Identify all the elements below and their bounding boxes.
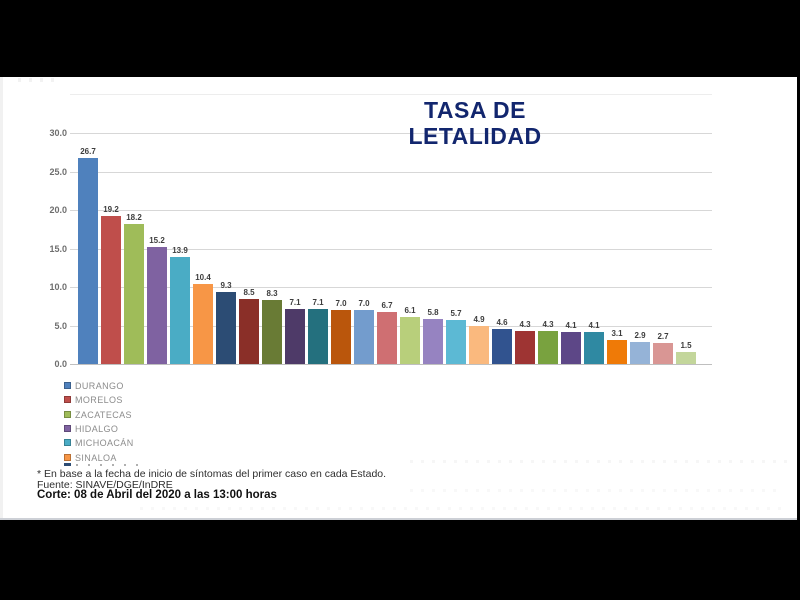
bar [538,331,558,364]
bar [285,309,305,364]
bar [377,312,397,364]
bar-value-label: 5.7 [450,309,462,318]
bar-value-label: 10.4 [195,273,211,282]
bar-value-label: 26.7 [80,147,96,156]
legend-label: MORELOS [75,395,123,406]
bar-value-label: 7.0 [358,299,370,308]
bar-value-label: 4.6 [496,318,508,327]
bar [354,310,374,364]
gridline-25.0 [70,172,712,173]
footnote-text: * En base a la fecha de inicio de síntom… [37,468,387,480]
bar-value-label: 7.0 [335,299,347,308]
bar [561,332,581,364]
bar-value-label: 4.3 [542,320,554,329]
bar-value-label: 7.1 [289,298,301,307]
bar [607,340,627,364]
y-axis-tick-label: 10.0 [49,282,67,292]
bar-value-label: 6.1 [404,306,416,315]
bar-value-label: 4.1 [588,321,600,330]
artifact-ghost-row-3 [140,507,788,510]
bar [262,300,282,364]
legend-label: SINALOA [75,452,117,463]
bar-value-label: 13.9 [172,246,188,255]
bar [331,310,351,364]
slide-left-edge [0,77,3,520]
bar [400,317,420,364]
gridline-20.0 [70,210,712,211]
bar-value-label: 8.5 [243,288,255,297]
bar [308,309,328,364]
legend-swatch [64,439,71,447]
legend-swatch [64,453,71,461]
bar-value-label: 6.7 [381,301,393,310]
legend-item-truncated [64,462,174,467]
slide: TASA DE LETALIDAD 0.0 5.0 10.0 15.0 20.0 25.0 3… [0,77,797,520]
bar [630,342,650,364]
bar-value-label: 9.3 [220,281,232,290]
gridline-30.0 [70,133,712,134]
bar [78,158,98,364]
bar-value-label: 5.8 [427,308,439,317]
artifact-ghost-row-1 [410,460,788,463]
bar [446,320,466,364]
legend-label: HIDALGO [75,423,119,434]
y-axis-tick-label: 30.0 [49,128,67,138]
source-text: Fuente: SINAVE/DGE/InDRE [37,479,173,491]
legend-truncated-letter-tops [76,464,148,466]
legend-swatch [64,396,71,404]
legend-label: ZACATECAS [75,409,132,420]
bar [653,343,673,364]
gridline-0.0 [70,364,712,365]
gridline-10.0 [70,287,712,288]
bar-value-label: 19.2 [103,205,119,214]
bar-value-label: 3.1 [611,329,623,338]
y-axis-tick-label: 20.0 [49,205,67,215]
bar [101,216,121,364]
legend-swatch [64,382,71,389]
y-axis-tick-label: 5.0 [54,321,67,331]
cutoff-date-text: Corte: 08 de Abril del 2020 a las 13:00 … [37,489,277,501]
y-axis-tick-label: 15.0 [49,244,67,254]
bar-value-label: 7.1 [312,298,324,307]
plot-top-line [70,94,712,95]
chart-title-line2: LETALIDAD [408,123,542,149]
bar-value-label: 8.3 [266,289,278,298]
legend-label: DURANGO [75,381,124,391]
artifact-smudge-top-left [18,78,58,82]
bar [124,224,144,364]
legend-label: MICHOACÁN [75,438,134,449]
chart-title: TASA DE LETALIDAD [355,97,595,149]
bar [170,257,190,364]
legend-swatch [64,424,71,432]
bar-value-label: 18.2 [126,213,142,222]
bar [193,284,213,364]
y-axis-tick-label: 0.0 [54,359,67,369]
y-axis-tick-label: 25.0 [49,167,67,177]
bar [147,247,167,364]
bar [216,292,236,364]
bar [676,352,696,364]
bar [239,299,259,364]
bar-value-label: 2.9 [634,331,646,340]
bar [584,332,604,364]
bar [492,329,512,364]
bar [515,331,535,364]
bar-value-label: 4.1 [565,321,577,330]
gridline-15.0 [70,249,712,250]
chart-title-line1: TASA DE [424,97,526,123]
legend-swatch [64,410,71,418]
bar [469,326,489,364]
bar [423,319,443,364]
bar-value-label: 2.7 [657,332,669,341]
bar-value-label: 4.3 [519,320,531,329]
slide-bottom-edge [0,518,797,520]
bar-value-label: 1.5 [680,341,692,350]
bar-value-label: 4.9 [473,315,485,324]
artifact-ghost-row-2 [410,489,780,492]
legend-swatch-truncated [64,463,71,466]
bar-value-label: 15.2 [149,236,165,245]
